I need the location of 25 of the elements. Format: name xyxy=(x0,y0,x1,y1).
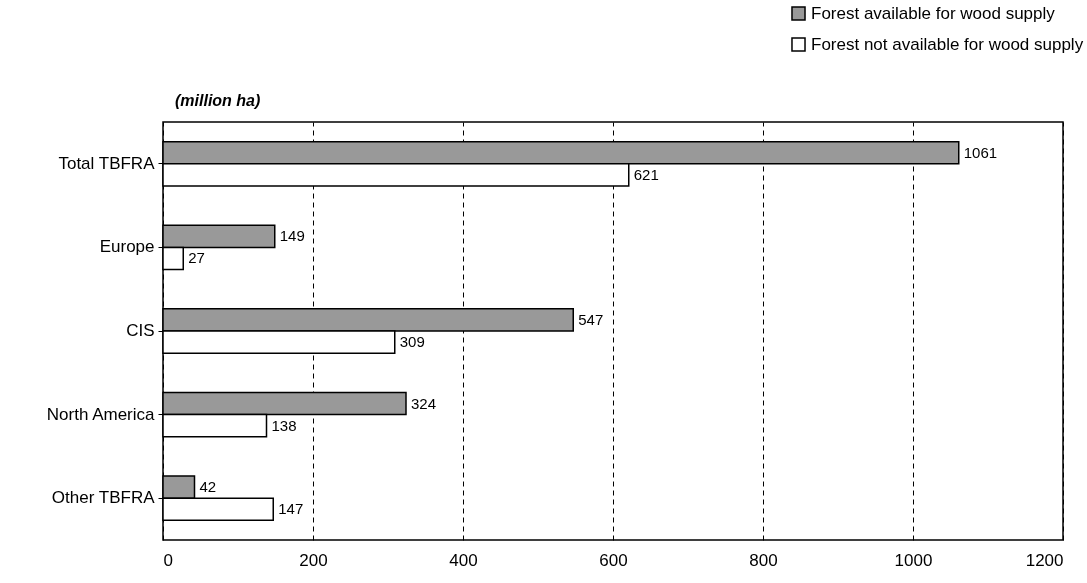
x-tick-label: 1200 xyxy=(1025,550,1064,570)
x-tick-label: 600 xyxy=(599,550,628,570)
data-label: 149 xyxy=(279,227,305,245)
data-label: 324 xyxy=(411,394,437,412)
data-label: 42 xyxy=(199,478,217,496)
y-tick-label: Total TBFRA xyxy=(58,153,156,173)
y-tick-label: CIS xyxy=(126,321,155,340)
data-label: 309 xyxy=(399,333,425,351)
data-label: 547 xyxy=(578,310,604,328)
data-label: 1061 xyxy=(963,143,998,161)
x-tick-label: 0 xyxy=(163,550,173,570)
data-label: 147 xyxy=(278,500,304,518)
x-tick-label: 400 xyxy=(449,550,478,570)
data-label: 138 xyxy=(271,416,297,434)
legend-label: Forest available for wood supply xyxy=(811,3,1056,23)
text: (million ha) xyxy=(175,92,261,109)
x-tick-label: 1000 xyxy=(894,550,933,570)
x-tick-label: 200 xyxy=(299,550,328,570)
data-label: 27 xyxy=(188,249,205,267)
y-tick-label: Europe xyxy=(99,237,155,257)
legend-label: Forest not available for wood supply xyxy=(811,34,1084,54)
data-label: 621 xyxy=(633,165,659,183)
x-tick-label: 800 xyxy=(749,550,778,570)
y-tick-label: North America xyxy=(46,404,156,424)
y-tick-label: Other TBFRA xyxy=(51,488,156,508)
